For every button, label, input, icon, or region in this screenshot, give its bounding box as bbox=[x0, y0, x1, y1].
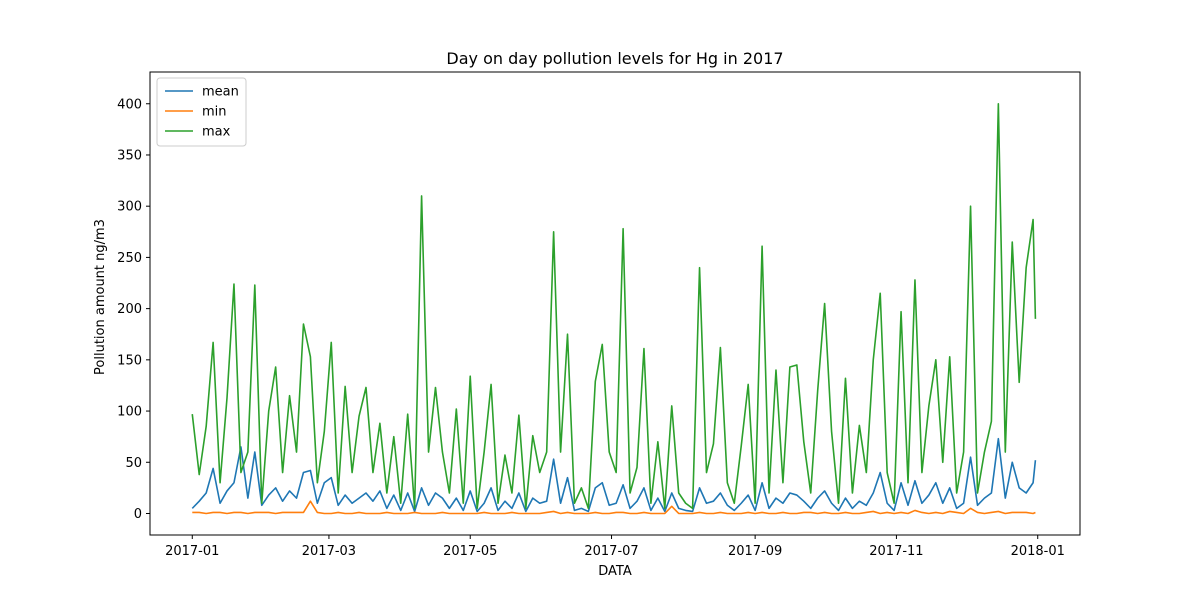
legend-label: max bbox=[202, 125, 231, 140]
y-tick-label: 350 bbox=[117, 148, 142, 163]
y-tick-label: 100 bbox=[117, 405, 142, 420]
x-axis-label: DATA bbox=[598, 564, 632, 579]
y-tick-label: 0 bbox=[134, 507, 142, 522]
y-tick-label: 200 bbox=[117, 302, 142, 317]
x-tick-label: 2018-01 bbox=[1011, 544, 1065, 559]
x-tick-label: 2017-05 bbox=[443, 544, 497, 559]
x-tick-label: 2017-01 bbox=[165, 544, 219, 559]
y-tick-label: 150 bbox=[117, 353, 142, 368]
y-tick-label: 300 bbox=[117, 200, 142, 215]
legend-label: mean bbox=[202, 85, 239, 100]
y-tick-label: 50 bbox=[125, 456, 142, 471]
x-tick-label: 2017-03 bbox=[302, 544, 356, 559]
y-tick-label: 250 bbox=[117, 251, 142, 266]
chart-title: Day on day pollution levels for Hg in 20… bbox=[446, 49, 783, 68]
y-axis-label: Pollution amount ng/m3 bbox=[93, 219, 108, 375]
x-tick-label: 2017-09 bbox=[728, 544, 782, 559]
line-series bbox=[191, 437, 1037, 513]
plot-frame bbox=[149, 71, 1081, 536]
x-tick-label: 2017-07 bbox=[584, 544, 638, 559]
legend-box bbox=[156, 77, 247, 147]
line-series bbox=[191, 102, 1037, 510]
line-series bbox=[192, 500, 1036, 515]
y-tick-label: 400 bbox=[117, 97, 142, 112]
x-tick-label: 2017-11 bbox=[869, 544, 923, 559]
legend-label: min bbox=[202, 105, 227, 120]
